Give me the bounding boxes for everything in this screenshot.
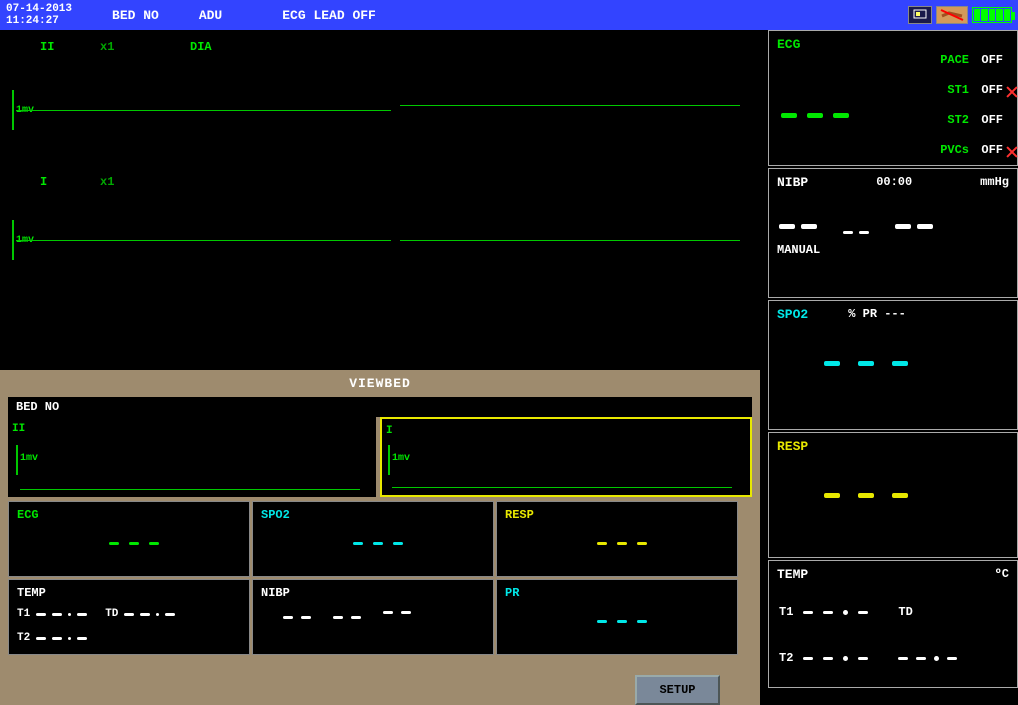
date: 07-14-2013 (6, 3, 72, 15)
vb-nibp-title: NIBP (261, 586, 290, 600)
nibp-unit: mmHg (980, 175, 1009, 190)
time: 11:24:27 (6, 15, 72, 27)
ecg-panel[interactable]: ECG PACE OFF ST1 OFF ST2 OFF PVCs OFF (768, 30, 1018, 166)
vb-resp-title: RESP (505, 508, 534, 522)
wave2-lead: I (40, 175, 47, 189)
nibp-title: NIBP (777, 175, 808, 190)
st1-val: OFF (981, 83, 1003, 97)
pvcs-label: PVCs (940, 143, 969, 157)
viewbed-waves: II 1mv I 1mv (8, 417, 752, 497)
viewbed-wave1[interactable]: II 1mv (8, 417, 376, 497)
vb-spo2-box[interactable]: SPO2 (252, 501, 494, 577)
alarm-off-icon[interactable] (936, 6, 968, 24)
resp-title: RESP (777, 439, 808, 454)
wave1-lead: II (40, 40, 54, 54)
viewbed-wave2[interactable]: I 1mv (380, 417, 752, 497)
wave2-marker (12, 220, 14, 260)
ecg-dashes (781, 113, 849, 118)
nibp-mode: MANUAL (777, 243, 820, 257)
wave2-line-a (16, 240, 391, 241)
temp-t2-row: T2 (779, 651, 957, 665)
st2-label: ST2 (947, 113, 969, 127)
nibp-time: 00:00 (876, 175, 912, 190)
vb-ecg-box[interactable]: ECG (8, 501, 250, 577)
wave1-gain: x1 (100, 40, 114, 54)
spo2-panel[interactable]: SPO2 % PR --- (768, 300, 1018, 430)
ecg-title: ECG (777, 37, 800, 52)
setup-button[interactable]: SETUP (635, 675, 720, 705)
vb-temp-t1: T1 TD (17, 608, 175, 620)
vb-wave2-scale: 1mv (392, 453, 410, 464)
header-bar: 07-14-2013 11:24:27 BED NO ADU ECG LEAD … (0, 0, 1018, 30)
t1-label: T1 (779, 605, 793, 619)
temp-title: TEMP (777, 567, 808, 582)
st2-val: OFF (981, 113, 1003, 127)
spo2-title: SPO2 (777, 307, 808, 322)
viewbed-header: BED NO (8, 397, 752, 417)
temp-panel[interactable]: TEMP ºC T1 TD T2 (768, 560, 1018, 688)
pvcs-x-icon (1005, 145, 1018, 159)
wave2-line-b (400, 240, 740, 241)
pace-val: OFF (981, 53, 1003, 67)
vb-nibp-box[interactable]: NIBP (252, 579, 494, 655)
right-panels: ECG PACE OFF ST1 OFF ST2 OFF PVCs OFF NI… (768, 30, 1018, 690)
nibp-panel[interactable]: NIBP 00:00 mmHg MANUAL (768, 168, 1018, 298)
vb-spo2-title: SPO2 (261, 508, 290, 522)
wave1-line-a (16, 110, 391, 111)
vb-temp-title: TEMP (17, 586, 46, 600)
header-icons (908, 6, 1012, 24)
spo2-pr-label: % PR (848, 307, 877, 321)
pvcs-val: OFF (981, 143, 1003, 157)
viewbed-params: ECG SPO2 RESP TEMP T1 TD (8, 501, 752, 655)
resp-panel[interactable]: RESP (768, 432, 1018, 558)
datetime: 07-14-2013 11:24:27 (6, 3, 72, 27)
spo2-pr-val: --- (884, 307, 906, 321)
alarm-message: ECG LEAD OFF (282, 8, 376, 23)
st1-x-icon (1005, 85, 1018, 99)
vb-temp-box[interactable]: TEMP T1 TD T2 (8, 579, 250, 655)
battery-icon (972, 7, 1012, 23)
pace-label: PACE (940, 53, 969, 67)
wave2-gain: x1 (100, 175, 114, 189)
wave1-line-b (400, 105, 740, 106)
vb-spo2-dashes (353, 542, 403, 545)
waveform-area: II x1 DIA 1mv I x1 1mv (0, 30, 760, 370)
viewbed-panel: VIEWBED BED NO II 1mv I 1mv ECG SPO2 (0, 370, 760, 705)
temp-unit: ºC (995, 567, 1009, 582)
wave1-marker (12, 90, 14, 130)
screen-icon[interactable] (908, 6, 932, 24)
vb-pr-box[interactable]: PR (496, 579, 738, 655)
bed-no-label: BED NO (112, 8, 159, 23)
vb-wave1-lead: II (12, 423, 25, 435)
wave1-mode: DIA (190, 40, 212, 54)
vb-pr-title: PR (505, 586, 519, 600)
spo2-dashes (824, 361, 908, 366)
vb-resp-dashes (597, 542, 647, 545)
viewbed-title: VIEWBED (0, 370, 760, 397)
vb-ecg-dashes (109, 542, 159, 545)
vb-nibp-dashes (283, 616, 411, 619)
vb-temp-t2: T2 (17, 632, 87, 644)
st1-label: ST1 (947, 83, 969, 97)
td-label: TD (898, 605, 912, 619)
resp-dashes (824, 493, 908, 498)
nibp-dashes (779, 219, 933, 234)
t2-label: T2 (779, 651, 793, 665)
vb-wave2-lead: I (386, 425, 393, 437)
vb-pr-dashes (597, 620, 647, 623)
vb-resp-box[interactable]: RESP (496, 501, 738, 577)
vb-ecg-title: ECG (17, 508, 39, 522)
temp-t1-row: T1 TD (779, 605, 913, 619)
vb-wave1-scale: 1mv (20, 453, 38, 464)
patient-type: ADU (199, 8, 222, 23)
